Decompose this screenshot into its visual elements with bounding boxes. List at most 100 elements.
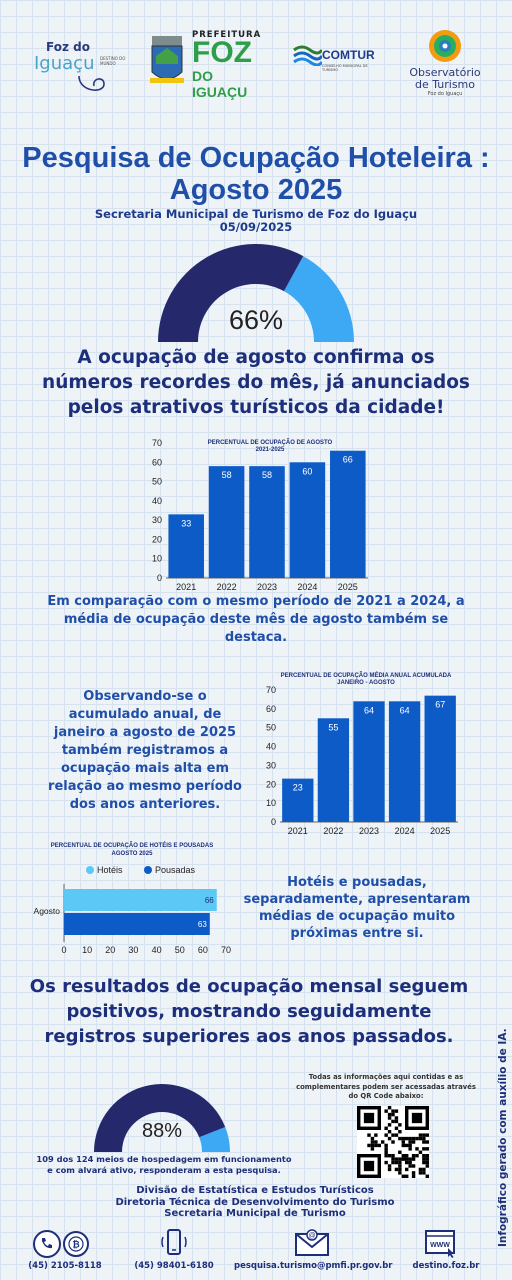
- comtur-name: COMTUR: [322, 48, 375, 62]
- phone2-text[interactable]: (45) 98401-6180: [134, 1261, 214, 1271]
- hotels-line2: separadamente, apresentaram: [243, 892, 471, 907]
- chart3-bar: [64, 889, 217, 911]
- division-line2: Diretoria Técnica de Desenvolvimento do …: [115, 1196, 395, 1208]
- chart1-bar-label: 58: [222, 470, 232, 480]
- chart2-bar-label: 64: [400, 705, 410, 715]
- chart1-bar: [289, 462, 326, 578]
- chart2-xtick: 2024: [395, 826, 415, 836]
- chart3-bar-label: 63: [198, 920, 207, 929]
- chart2-bar-label: 67: [435, 700, 445, 710]
- chart2-bar: [424, 695, 456, 822]
- phone-icon: [33, 1230, 61, 1258]
- chart1-ytick: 10: [152, 554, 162, 564]
- chart1-bar-label: 60: [302, 466, 312, 476]
- observatorio-target-icon: [429, 30, 461, 62]
- response-gauge-label: 88%: [141, 1120, 183, 1142]
- qr-info-text: Todas as informações aqui contidas e as …: [288, 1073, 484, 1102]
- gauge-filled-arc: [158, 244, 304, 342]
- www-icon-text: WWW: [430, 1242, 450, 1249]
- prefeitura-do-iguacu: DO IGUAÇU: [192, 68, 248, 100]
- chart3-bar: [64, 913, 210, 935]
- chart1-bar-label: 66: [343, 455, 353, 465]
- chart-hoteis-pousadas: PERCENTUAL DE OCUPAÇÃO DE HOTÉIS E POUSA…: [34, 841, 231, 955]
- chart1-ytick: 30: [152, 515, 162, 525]
- main-gauge: [158, 244, 354, 342]
- chart3-title: PERCENTUAL DE OCUPAÇÃO DE HOTÉIS E POUSA…: [51, 841, 213, 849]
- headline-line3: pelos atrativos turísticos da cidade!: [67, 397, 445, 418]
- foz-do-iguacu-logo: Foz do Iguaçu DESTINO DO MUNDO: [34, 40, 134, 100]
- chart3-xtick: 70: [221, 945, 231, 955]
- annual-line5: ocupação mais alta em: [60, 761, 230, 776]
- chart3-legend-label: Hotéis: [97, 865, 123, 875]
- hotels-line3: médias de ocupação muito: [258, 909, 456, 924]
- comtur-logo: COMTUR CONSELHO MUNICIPAL DE TURISMO: [292, 42, 384, 76]
- chart1-bar: [249, 466, 285, 578]
- division-line3: Secretaria Municipal de Turismo: [164, 1208, 346, 1219]
- foz-logo-tag: DESTINO DO MUNDO: [100, 56, 126, 66]
- results-headline: Os resultados de ocupação mensal seguem …: [14, 974, 484, 1049]
- annual-line7: dos anos anteriores.: [69, 797, 221, 812]
- svg-text:₿: ₿: [72, 1240, 79, 1250]
- chart1-xtick: 2024: [297, 582, 317, 592]
- annual-line6: relação ao mesmo período: [48, 779, 242, 794]
- gauge-remaining-arc: [283, 256, 354, 342]
- hotels-line1: Hotéis e pousadas,: [287, 875, 427, 890]
- qr-code[interactable]: [357, 1106, 429, 1178]
- chart2-bar: [353, 701, 385, 822]
- chart1-bar: [208, 466, 245, 578]
- response-caption-line2: e com alvará ativo, responderam a esta p…: [47, 1165, 281, 1175]
- annual-line1: Observando-se o: [83, 689, 207, 704]
- chart1-ytick: 50: [152, 477, 162, 487]
- headline-line1: A ocupação de agosto confirma os: [77, 347, 435, 368]
- page-subtitle: Secretaria Municipal de Turismo de Foz d…: [0, 208, 512, 234]
- chart2-ytick: 20: [266, 779, 276, 789]
- chart2-bar-label: 55: [328, 722, 338, 732]
- prefeitura-label: PREFEITURA: [192, 30, 262, 40]
- prefeitura-logo: PREFEITURA FOZ DO IGUAÇU: [148, 30, 272, 100]
- chart1-ytick: 0: [157, 573, 162, 583]
- qr-info-line2: complementares podem ser acessadas atrav…: [296, 1082, 476, 1091]
- chart3-xtick: 0: [61, 945, 66, 955]
- comtur-subtitle: CONSELHO MUNICIPAL DE TURISMO: [322, 64, 368, 72]
- foz-logo-swirl-icon: [78, 75, 105, 91]
- chart2-bar-label: 23: [293, 783, 303, 793]
- chart3-xtick: 20: [105, 945, 115, 955]
- chart3-bar-label: 66: [205, 896, 214, 905]
- observatorio-line2: de Turismo: [414, 78, 476, 91]
- mobile-phone-icon: [161, 1229, 187, 1255]
- phone1-text[interactable]: (45) 2105-8118: [28, 1261, 102, 1271]
- chart2-xtick: 2023: [359, 826, 379, 836]
- chart1-xtick: 2021: [176, 582, 196, 592]
- chart2-bar: [317, 718, 350, 822]
- response-caption: 109 dos 124 meios de hospedagem em funci…: [14, 1154, 314, 1176]
- coat-of-arms-icon: [150, 36, 184, 83]
- chart2-bar-label: 64: [364, 705, 374, 715]
- annual-line4: também registramos a: [61, 743, 229, 758]
- headline: A ocupação de agosto confirma os números…: [20, 345, 492, 420]
- response-caption-line1: 109 dos 124 meios de hospedagem em funci…: [36, 1154, 292, 1164]
- division-credits: Divisão de Estatística e Estudos Turísti…: [60, 1185, 450, 1220]
- chart2-ytick: 50: [266, 723, 276, 733]
- prefeitura-foz: FOZ: [192, 36, 252, 69]
- chart2-bar: [282, 778, 314, 822]
- chart3-legend-marker: [144, 866, 152, 874]
- headline-line2: números recordes do mês, já anunciados: [42, 372, 470, 393]
- page-title-line2: Agosto 2025: [169, 174, 343, 206]
- chart2-ytick: 30: [266, 760, 276, 770]
- comtur-wave-icon: [293, 45, 322, 66]
- qr-info-line1: Todas as informações aqui contidas e as: [308, 1073, 464, 1081]
- chart1-ytick: 20: [152, 534, 162, 544]
- comparison-text: Em comparação com o mesmo período de 202…: [47, 594, 465, 645]
- chart3-subtitle: AGOSTO 2025: [112, 851, 154, 857]
- chart1-xtick: 2022: [217, 582, 237, 592]
- svg-text:@: @: [308, 1233, 315, 1240]
- response-gauge-filled-arc: [94, 1084, 226, 1152]
- chart1-bar-label: 33: [181, 518, 191, 528]
- website-text[interactable]: destino.foz.br: [412, 1261, 480, 1271]
- chart-agosto-2021-2025: PERCENTUAL DE OCUPAÇÃO DE AGOSTO 2021-20…: [152, 438, 368, 592]
- chart2-ytick: 70: [266, 685, 276, 695]
- chart2-xtick: 2025: [430, 826, 450, 836]
- chart1-ytick: 60: [152, 457, 162, 467]
- chart3-xtick: 30: [128, 945, 138, 955]
- email-text[interactable]: pesquisa.turismo@pmfi.pr.gov.br: [234, 1261, 393, 1271]
